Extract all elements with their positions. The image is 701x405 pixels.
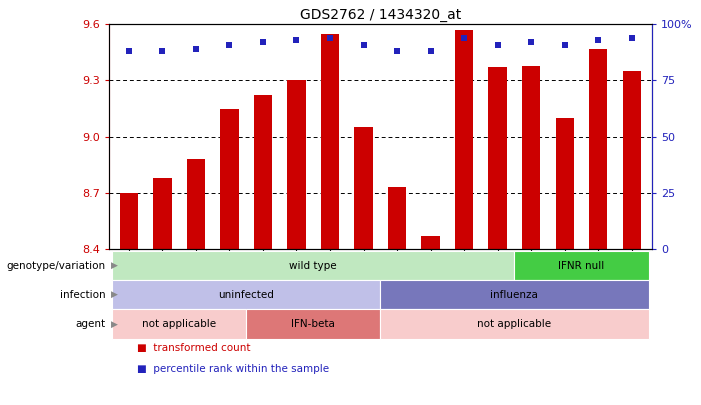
Bar — [120, 193, 138, 249]
Text: ▶: ▶ — [111, 290, 118, 299]
Bar — [186, 159, 205, 249]
Text: not applicable: not applicable — [477, 319, 552, 329]
Text: genotype/variation: genotype/variation — [6, 261, 105, 271]
Bar — [489, 67, 507, 249]
Text: infection: infection — [60, 290, 105, 300]
Text: agent: agent — [75, 319, 105, 329]
Bar — [589, 49, 608, 249]
Bar — [522, 66, 540, 249]
Bar — [555, 118, 574, 249]
Bar — [254, 96, 272, 249]
Bar — [220, 109, 238, 249]
Text: uninfected: uninfected — [218, 290, 274, 300]
Bar — [321, 34, 339, 249]
Bar — [622, 71, 641, 249]
Text: IFN-beta: IFN-beta — [292, 319, 335, 329]
Bar — [421, 236, 440, 249]
Text: wild type: wild type — [290, 261, 337, 271]
Bar — [388, 187, 407, 249]
Text: not applicable: not applicable — [142, 319, 216, 329]
Bar — [354, 127, 373, 249]
Text: influenza: influenza — [491, 290, 538, 300]
Text: IFNR null: IFNR null — [559, 261, 605, 271]
Bar — [287, 81, 306, 249]
Text: ▶: ▶ — [111, 261, 118, 270]
Bar — [455, 30, 473, 249]
Title: GDS2762 / 1434320_at: GDS2762 / 1434320_at — [299, 8, 461, 22]
Text: ▶: ▶ — [111, 320, 118, 328]
Text: ■  percentile rank within the sample: ■ percentile rank within the sample — [137, 364, 329, 374]
Bar — [153, 178, 172, 249]
Text: ■  transformed count: ■ transformed count — [137, 343, 250, 353]
